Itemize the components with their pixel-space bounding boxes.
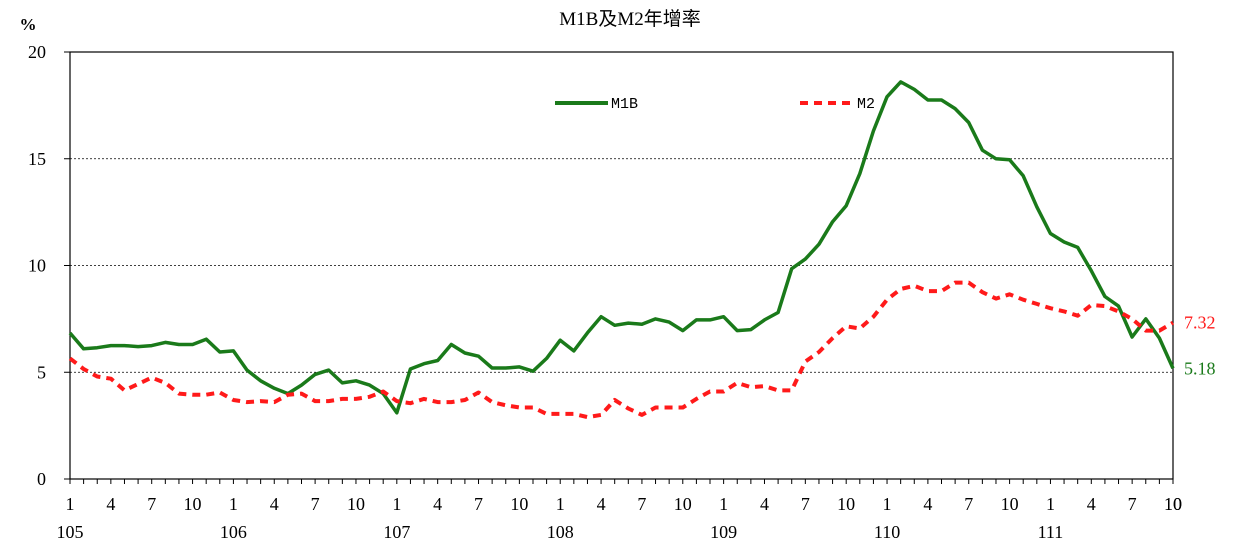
chart-title: M1B及M2年增率 bbox=[559, 8, 700, 30]
y-tick-label-0: 0 bbox=[37, 469, 46, 489]
series-line-m2 bbox=[68, 280, 1175, 420]
end-labels: 5.18 7.32 bbox=[1184, 313, 1216, 379]
x-tick-label-year: 109 bbox=[710, 522, 737, 542]
x-tick-label-month: 7 bbox=[637, 494, 646, 514]
series-lines bbox=[68, 80, 1175, 420]
y-tick-label-10: 10 bbox=[28, 256, 46, 276]
x-tick-label-month: 4 bbox=[923, 494, 932, 514]
x-tick-label-month: 1 bbox=[229, 494, 238, 514]
y-axis-unit: % bbox=[20, 15, 37, 34]
x-tick-label-month: 10 bbox=[1001, 494, 1019, 514]
end-label-m1b: 5.18 bbox=[1184, 358, 1216, 378]
y-axis-ticks: 0 5 10 15 20 bbox=[28, 42, 70, 489]
x-tick-label-month: 10 bbox=[347, 494, 365, 514]
x-tick-label-month: 1 bbox=[883, 494, 892, 514]
x-tick-label-month: 1 bbox=[556, 494, 565, 514]
x-tick-label-month: 7 bbox=[964, 494, 973, 514]
x-tick-label-month: 4 bbox=[1087, 494, 1096, 514]
x-tick-label-year: 111 bbox=[1038, 522, 1064, 542]
x-tick-label-month: 1 bbox=[392, 494, 401, 514]
x-tick-label-month: 7 bbox=[474, 494, 483, 514]
x-tick-label-month: 10 bbox=[1164, 494, 1182, 514]
gridlines bbox=[70, 158, 1173, 373]
x-tick-label-year: 106 bbox=[220, 522, 247, 542]
y-tick-label-20: 20 bbox=[28, 42, 46, 62]
x-tick-label-month: 4 bbox=[597, 494, 606, 514]
x-tick-label-month: 7 bbox=[1128, 494, 1137, 514]
y-tick-label-15: 15 bbox=[28, 149, 46, 169]
x-tick-label-month: 7 bbox=[147, 494, 156, 514]
x-tick-label-month: 10 bbox=[674, 494, 692, 514]
x-tick-label-month: 10 bbox=[837, 494, 855, 514]
x-tick-label-year: 105 bbox=[57, 522, 84, 542]
x-tick-label-month: 1 bbox=[719, 494, 728, 514]
legend-label-m1b: M1B bbox=[611, 96, 638, 113]
x-tick-label-year: 107 bbox=[383, 522, 410, 542]
x-tick-label-month: 10 bbox=[1164, 494, 1182, 514]
x-tick-label-month: 4 bbox=[106, 494, 115, 514]
x-tick-label-month: 10 bbox=[184, 494, 202, 514]
x-tick-label-month: 10 bbox=[510, 494, 528, 514]
legend-label-m2: M2 bbox=[857, 96, 875, 113]
x-tick-label-month: 1 bbox=[66, 494, 75, 514]
x-tick-label-year: 110 bbox=[874, 522, 900, 542]
x-tick-label-month: 7 bbox=[801, 494, 810, 514]
x-tick-label-month: 1 bbox=[1046, 494, 1055, 514]
x-tick-label-month: 4 bbox=[433, 494, 442, 514]
x-tick-label-month: 4 bbox=[760, 494, 769, 514]
x-axis-ticks: 1 4 7 10 1 4 7 10 1 4 7 10 1 4 7 10 1 4 7 10 1 4 7 10 1 4 7 1010105… bbox=[57, 479, 1182, 542]
x-tick-label-month: 7 bbox=[311, 494, 320, 514]
y-tick-label-5: 5 bbox=[37, 362, 46, 382]
x-tick-label-year: 108 bbox=[547, 522, 574, 542]
legend: M1B M2 bbox=[555, 96, 875, 113]
end-label-m2: 7.32 bbox=[1184, 313, 1216, 333]
x-tick-label-month: 4 bbox=[270, 494, 279, 514]
series-line-m1b bbox=[68, 80, 1175, 415]
